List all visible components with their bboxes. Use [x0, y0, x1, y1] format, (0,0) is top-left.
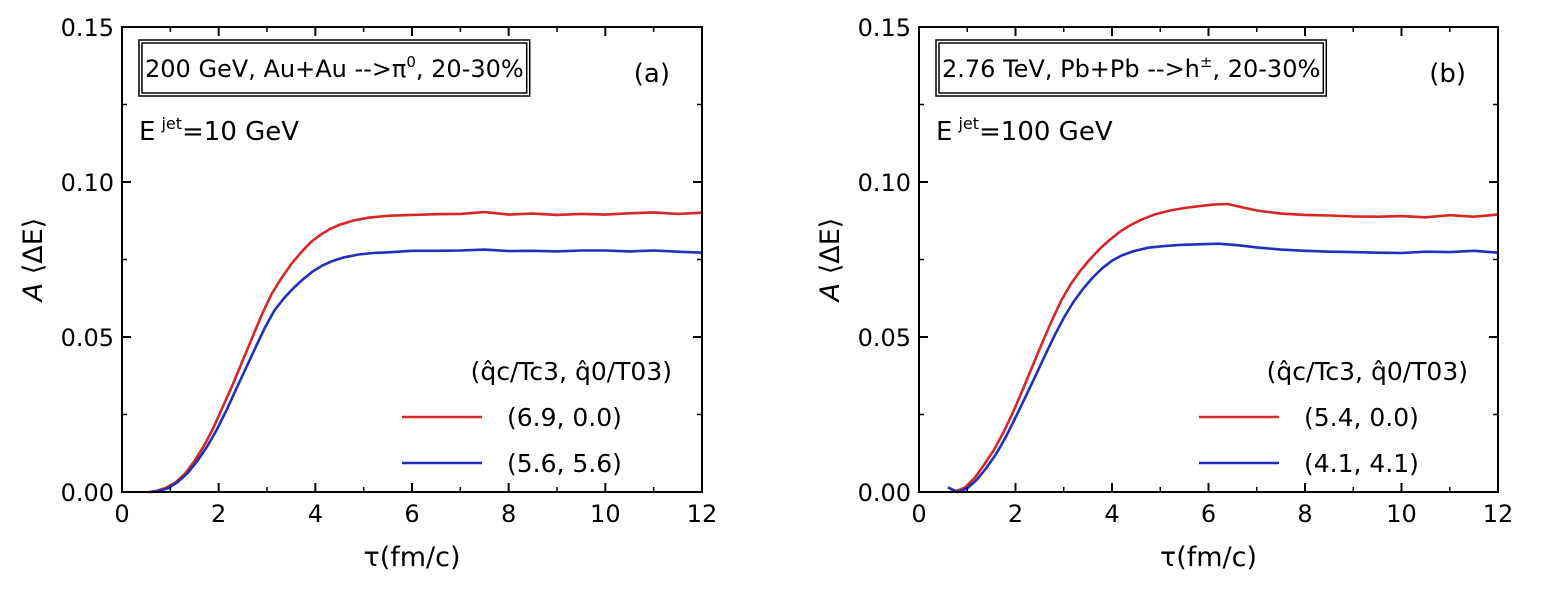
- y-tick-label: 0.00: [858, 479, 911, 507]
- annotation-box-inner: [938, 42, 1325, 94]
- energy-label-sup: jet: [160, 114, 182, 133]
- y-axis-label-italic: A: [815, 283, 846, 303]
- annotation-box-inner: [141, 42, 528, 94]
- x-tick-label: 4: [1104, 500, 1119, 528]
- annotation-main: 200 GeV, Au+Au -->π: [145, 55, 406, 83]
- y-tick-label: 0.05: [858, 324, 911, 352]
- chart-panel-a: 0 2 4 6 8 10 12 0.00 0.05 0.10 0.15 τ(fm/c) A ⟨ΔE⟩ 20…: [18, 14, 717, 573]
- y-tick-label: 0.00: [61, 479, 114, 507]
- legend-label-0: (6.9, 0.0): [507, 403, 622, 432]
- x-tick-label: 6: [1201, 500, 1216, 528]
- energy-label-tail: =10 GeV: [182, 117, 299, 147]
- annotation-box: [935, 39, 1328, 97]
- x-axis-label: τ(fm/c): [363, 542, 460, 573]
- x-tick-label: 6: [404, 500, 419, 528]
- y-tick-label: 0.05: [61, 324, 114, 352]
- legend-title: (q̂c/Tc3, q̂0/T03): [471, 357, 672, 386]
- annotation-sup: ±: [1200, 53, 1213, 71]
- x-tick-label: 12: [1483, 500, 1514, 528]
- x-tick-label: 10: [590, 500, 621, 528]
- legend-title: (q̂c/Tc3, q̂0/T03): [1267, 357, 1468, 386]
- chart-panel-b: 0 2 4 6 8 10 12 0.00 0.05 0.10 0.15 τ(fm/c) A ⟨ΔE⟩ 2.…: [815, 14, 1513, 573]
- series-line-1: [150, 248, 703, 494]
- x-tick-label: 0: [911, 500, 926, 528]
- series-line-0: [148, 210, 703, 494]
- x-tick-label: 4: [308, 500, 323, 528]
- annotation-box: [138, 39, 531, 97]
- annotation-tail: , 20-30%: [1212, 55, 1320, 83]
- legend-label-1: (4.1, 4.1): [1304, 449, 1419, 478]
- y-tick-label: 0.10: [858, 169, 911, 197]
- y-tick-label: 0.10: [61, 169, 114, 197]
- x-axis-label: τ(fm/c): [1160, 542, 1257, 573]
- y-tick-label: 0.15: [61, 14, 114, 42]
- x-tick-label: 10: [1386, 500, 1417, 528]
- energy-label-base: E: [139, 117, 155, 147]
- x-tick-label: 2: [1008, 500, 1023, 528]
- x-tick-label: 2: [211, 500, 226, 528]
- y-axis-label: A ⟨ΔE⟩: [815, 218, 846, 304]
- annotation-text: 200 GeV, Au+Au -->π0, 20-30%: [145, 53, 524, 83]
- y-axis-label-rest: ⟨ΔE⟩: [815, 218, 846, 283]
- annotation-tail: , 20-30%: [416, 55, 524, 83]
- series-line-1: [947, 242, 1499, 494]
- legend-label-0: (5.4, 0.0): [1304, 403, 1419, 432]
- energy-label-sup: jet: [957, 114, 979, 133]
- y-axis-label-rest: ⟨ΔE⟩: [18, 218, 49, 283]
- y-axis-label-italic: A: [18, 283, 49, 303]
- annotation-main: 2.76 TeV, Pb+Pb -->h: [942, 55, 1200, 83]
- x-tick-label: 12: [687, 500, 718, 528]
- y-axis-label: A ⟨ΔE⟩: [18, 218, 49, 304]
- panel-label: (a): [634, 59, 670, 89]
- x-tick-label: 8: [501, 500, 516, 528]
- series-line-0: [947, 202, 1499, 493]
- y-tick-label: 0.15: [858, 14, 911, 42]
- annotation-sup: 0: [406, 53, 416, 71]
- panel-label: (b): [1429, 59, 1466, 89]
- x-tick-label: 0: [114, 500, 129, 528]
- energy-label-base: E: [936, 117, 952, 147]
- legend-label-1: (5.6, 5.6): [507, 449, 622, 478]
- energy-label-tail: =100 GeV: [979, 117, 1113, 147]
- annotation-text: 2.76 TeV, Pb+Pb -->h±, 20-30%: [942, 53, 1320, 83]
- x-tick-label: 8: [1297, 500, 1312, 528]
